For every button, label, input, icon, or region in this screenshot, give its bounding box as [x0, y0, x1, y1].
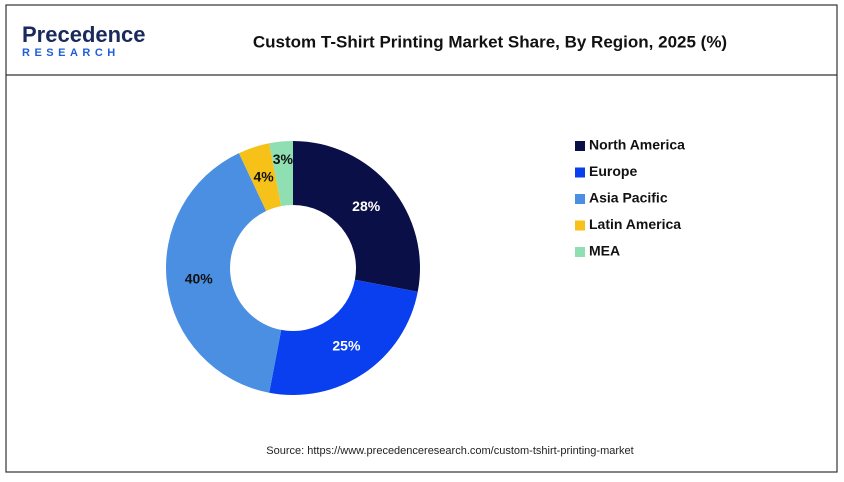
frame [5, 4, 838, 473]
legend-label: Asia Pacific [589, 190, 668, 206]
chart-title: Custom T-Shirt Printing Market Share, By… [253, 32, 727, 51]
legend-label: North America [589, 137, 685, 153]
donut-segment [293, 141, 421, 292]
donut: 28% 25% 40% 4%3% [165, 141, 421, 395]
legend-swatch [575, 194, 585, 204]
donut-segment [269, 279, 418, 395]
data-label: 25% [332, 337, 361, 353]
legend-swatch [575, 141, 585, 151]
donut-segment [238, 143, 282, 211]
source-note: Source: https://www.precedenceresearch.c… [266, 445, 633, 457]
donut-segment [165, 153, 282, 393]
legend-label: MEA [589, 243, 620, 259]
legend-label: Europe [589, 163, 637, 179]
legend: North America Europe Asia Pacific Latin Ame… [575, 137, 685, 259]
legend-swatch [575, 247, 585, 257]
logo-name: Precedence [22, 22, 146, 47]
data-label: 3% [273, 151, 294, 167]
data-label: 40% [185, 271, 214, 287]
donut-segment [269, 141, 293, 207]
logo-tagline: RESEARCH [22, 47, 120, 59]
legend-swatch [575, 220, 585, 231]
legend-swatch [575, 167, 585, 178]
data-label: 4% [254, 168, 275, 184]
legend-label: Latin America [589, 216, 681, 232]
data-label: 28% [352, 198, 381, 214]
